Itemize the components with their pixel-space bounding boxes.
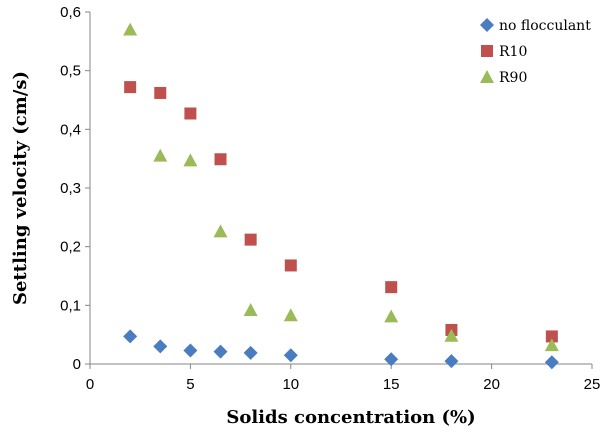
x-tick-label: 25: [584, 376, 601, 393]
data-point: [214, 153, 227, 166]
data-point: [154, 86, 167, 99]
data-point: [184, 107, 197, 120]
x-tick-label: 15: [383, 376, 400, 393]
data-point: [283, 348, 298, 363]
y-tick-label: 0,1: [60, 297, 81, 314]
data-point: [444, 328, 459, 342]
y-tick-label: 0,6: [60, 4, 81, 21]
data-point: [545, 330, 558, 343]
y-tick-label: 0,3: [60, 180, 81, 197]
y-tick-label: 0,2: [60, 239, 81, 256]
data-point: [243, 345, 258, 360]
data-point: [183, 153, 198, 167]
data-point: [153, 148, 168, 162]
data-point: [183, 343, 198, 358]
legend-marker: [480, 18, 494, 32]
x-tick-label: 20: [483, 376, 500, 393]
y-axis-ticks: 0 0,1 0,2 0,3 0,4 0,5 0,6: [60, 4, 90, 373]
x-tick-label: 5: [186, 376, 194, 393]
y-tick-label: 0,5: [60, 63, 81, 80]
data-point: [444, 354, 459, 369]
series-no-flocculant: [123, 329, 559, 370]
data-point: [213, 224, 228, 238]
x-axis-ticks: 0 5 10 15 20 25: [86, 364, 601, 393]
legend-label: no flocculant: [499, 18, 591, 34]
data-point: [385, 281, 398, 294]
y-tick-label: 0: [73, 356, 81, 373]
legend-label: R10: [499, 44, 527, 60]
data-point: [384, 309, 399, 323]
legend-label: R90: [499, 70, 527, 86]
x-tick-label: 10: [282, 376, 299, 393]
y-tick-label: 0,4: [60, 121, 81, 138]
axes: [89, 12, 592, 365]
data-point: [283, 308, 298, 322]
data-point: [384, 352, 399, 367]
x-axis-title: Solids concentration (%): [226, 407, 475, 428]
data-point: [123, 22, 138, 36]
data-point: [544, 355, 559, 370]
data-point: [244, 233, 257, 246]
data-point: [123, 329, 138, 344]
data-point: [153, 339, 168, 354]
legend: no flocculant R10 R90: [480, 18, 591, 86]
legend-marker: [480, 70, 494, 83]
data-point: [124, 81, 137, 94]
data-point: [284, 259, 297, 272]
x-tick-label: 0: [86, 376, 94, 393]
data-point: [213, 344, 228, 359]
series-r10: [124, 81, 558, 343]
series-r90: [123, 22, 559, 352]
data-point: [243, 303, 258, 316]
legend-marker: [481, 45, 493, 57]
data-point: [544, 338, 559, 352]
y-axis-title: Settling velocity (cm/s): [10, 71, 31, 305]
data-points: [123, 22, 559, 370]
